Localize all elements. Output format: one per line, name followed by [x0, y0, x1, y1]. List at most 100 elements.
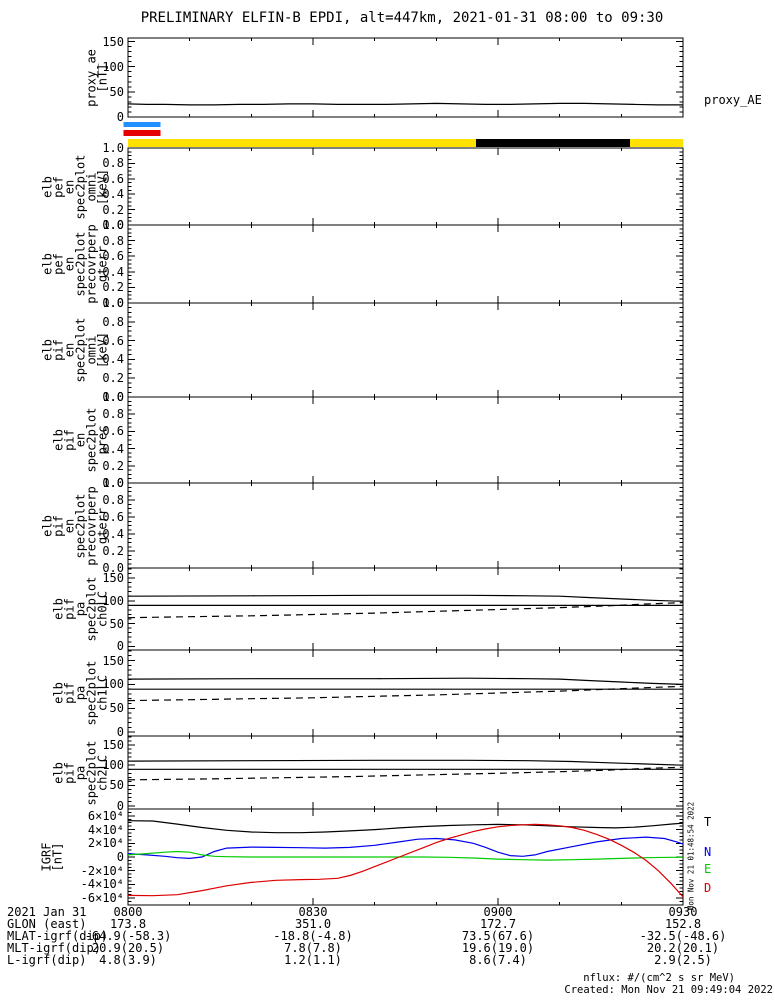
elb_pif_en_spec2plot_prec-ytick-label: 0.8	[102, 407, 124, 422]
var-table-value: 0930	[668, 905, 698, 919]
elb_pif_pa_spec2plot_ch2LC-ytick-label: 150	[102, 737, 124, 752]
var-table-value: 1.2(1.1)	[284, 953, 342, 967]
elb_pif_en_spec2plot_prec-ytick-label: 0.4	[102, 441, 124, 456]
elb_pef_en_spec2plot_omni-ylabel-line: [keV]	[95, 168, 110, 205]
igrf-ylabel-line: [nT]	[50, 842, 65, 872]
elb_pif_en_spec2plot_prec-ytick-label: 0.0	[102, 476, 124, 490]
proxy_ae-right-label: proxy_AE	[704, 92, 762, 107]
var-table-value: 152.8	[664, 917, 702, 931]
var-table-value: 4.8(3.9)	[99, 953, 157, 967]
elb_pif_pa_spec2plot_ch1LC-ytick-label: 150	[102, 653, 124, 668]
var-table-value: 172.7	[479, 917, 517, 931]
proxy_ae-ytick-label: 0	[116, 110, 124, 124]
elb_pif_pa_spec2plot_ch0LC-ytick-label: 50	[109, 616, 124, 631]
plot-title: PRELIMINARY ELFIN-B EPDI, alt=447km, 202…	[140, 10, 664, 26]
igrf-ytick-label: -4×10⁴	[80, 877, 124, 892]
elb_pif_pa_spec2plot_ch0LC-ytick-label: 100	[102, 593, 124, 608]
elb_pef_en_spec2plot_omni-ytick-label: 0.0	[102, 218, 124, 232]
elb_pif_en_spec2plot_precovrperp_gterr-ylabel-line: gterr	[95, 507, 110, 544]
created-timestamp: Created: Mon Nov 21 09:49:04 2022	[564, 984, 773, 996]
elb_pif_pa_spec2plot_ch2LC-ytick-label: 100	[102, 758, 124, 773]
elb_pif_pa_spec2plot_ch2LC-ylabel-line: ch2LC	[95, 754, 110, 791]
elb_pif_en_spec2plot_omni-ylabel-line: [keV]	[95, 331, 110, 369]
elb_pif_en_spec2plot_precovrperp_gterr-ytick-label: 1.0	[102, 476, 124, 490]
elb_pef_en_spec2plot_omni-ytick-label: 0.2	[102, 202, 124, 217]
elb_pif_en_spec2plot_prec-ytick-label: 1.0	[102, 390, 124, 404]
igrf-ytick-label: 4×10⁴	[87, 822, 124, 837]
var-table-value: -18.8(-4.8)	[273, 929, 353, 943]
quality-bar-black	[475, 139, 630, 147]
igrf-series-N	[127, 836, 684, 860]
elb_pif_pa_spec2plot_ch2LC-box	[127, 735, 684, 810]
elb_pef_en_spec2plot_precovrperp_gterr-ytick-label: 1.0	[102, 218, 124, 232]
elb_pif_pa_spec2plot_ch1LC-ytick-label: 50	[109, 701, 124, 716]
var-table-value: 351.0	[294, 917, 332, 931]
igrf-series-T	[127, 820, 684, 834]
elb_pif_en_spec2plot_omni-ytick-label: 0.2	[102, 371, 124, 386]
processing-timestamp-vertical: Mon Nov 21 01:48:54 2022	[686, 801, 696, 911]
elb_pif_en_spec2plot_prec-ytick-label: 0.6	[102, 424, 124, 439]
elb_pef_en_spec2plot_precovrperp_gterr-ylabel-line: gterr	[95, 245, 110, 283]
elb_pif_pa_spec2plot_ch0LC-ytick-label: 0	[116, 639, 124, 654]
var-table-value: 0900	[483, 905, 513, 919]
var-table-value: -64.9(-58.3)	[84, 929, 172, 943]
var-table-value: -32.5(-48.6)	[639, 929, 727, 943]
igrf-ytick-label: -6×10⁴	[80, 891, 124, 906]
var-table-value: 20.2(20.1)	[646, 941, 720, 955]
elb_pif_pa_spec2plot_ch1LC-ytick-label: 100	[102, 677, 124, 692]
var-table-row-label: 2021 Jan 31	[7, 905, 87, 919]
elb_pef_en_spec2plot_precovrperp_gterr-ytick-label: 0.6	[102, 249, 124, 264]
elb_pif_en_spec2plot_omni-box	[127, 302, 684, 398]
elb_pif_en_spec2plot_precovrperp_gterr-ytick-label: 0.0	[102, 561, 124, 575]
elb_pif_pa_spec2plot_ch1LC-ylabel-line: ch1LC	[95, 674, 110, 712]
elb_pif_pa_spec2plot_ch1LC-box	[127, 649, 684, 737]
quality-bar-blue	[123, 122, 161, 127]
igrf-ytick-label: 2×10⁴	[87, 836, 124, 851]
elb_pif_en_spec2plot_omni-ytick-label: 0.0	[102, 390, 124, 404]
elb_pef_en_spec2plot_omni-ytick-label: 0.4	[102, 187, 124, 202]
var-table-value: 20.9(20.5)	[91, 941, 165, 955]
proxy_ae-ytick-label: 150	[102, 34, 124, 49]
elb_pef_en_spec2plot_omni-ytick-label: 1.0	[102, 141, 124, 155]
var-table-row-label: MLT-igrf(dip)	[7, 941, 101, 955]
proxy_ae-box	[127, 37, 684, 118]
proxy_ae-ytick-label: 50	[109, 84, 124, 99]
igrf-right-label: T	[704, 815, 712, 830]
elb_pif_en_spec2plot_prec-ytick-label: 0.2	[102, 458, 124, 473]
elb_pif_pa_spec2plot_ch1LC-ytick-label: 0	[116, 725, 124, 740]
elb_pif_pa_spec2plot_ch0LC-series-anti-loss-cone	[127, 602, 684, 619]
elb_pif_en_spec2plot_precovrperp_gterr-box	[127, 482, 684, 569]
elb_pif_en_spec2plot_precovrperp_gterr-ytick-label: 0.4	[102, 527, 124, 541]
var-table-row-label: GLON (east)	[7, 917, 87, 931]
elb_pif_pa_spec2plot_ch2LC-series-loss-cone	[127, 759, 684, 766]
elb_pif_en_spec2plot_precovrperp_gterr-ytick-label: 0.6	[102, 510, 124, 524]
var-table-value: 2.9(2.5)	[654, 953, 712, 967]
elb_pif_en_spec2plot_prec-ylabel-line: prec	[95, 425, 110, 455]
nflux-units-note: nflux: #/(cm^2 s sr MeV)	[583, 972, 735, 984]
elb_pif_pa_spec2plot_ch2LC-series-anti-loss-cone	[127, 766, 684, 781]
elb_pif_pa_spec2plot_ch1LC-series-anti-loss-cone	[127, 685, 684, 702]
elb_pef_en_spec2plot_omni-ytick-label: 0.8	[102, 156, 124, 171]
elb_pif_en_spec2plot_omni-ytick-label: 1.0	[102, 296, 124, 310]
igrf-right-label: D	[704, 880, 712, 895]
elb_pif_en_spec2plot_omni-ytick-label: 0.8	[102, 314, 124, 329]
elb_pif_pa_spec2plot_ch2LC-ytick-label: 50	[109, 778, 124, 793]
proxy_ae-ylabel-line: [nT]	[95, 63, 110, 92]
var-table-value: 19.6(19.0)	[461, 941, 535, 955]
elb_pif_en_spec2plot_precovrperp_gterr-ytick-label: 0.8	[102, 493, 124, 507]
proxy_ae-ytick-label: 100	[102, 59, 124, 74]
elb_pif_en_spec2plot_omni-ytick-label: 0.6	[102, 333, 124, 348]
elb_pif_pa_spec2plot_ch2LC-ytick-label: 0	[116, 798, 124, 813]
elb_pif_pa_spec2plot_ch0LC-ytick-label: 150	[102, 571, 124, 586]
elb_pif_en_spec2plot_omni-ytick-label: 0.4	[102, 352, 124, 367]
igrf-series-E	[127, 850, 683, 861]
igrf-right-label: N	[704, 845, 712, 860]
proxy_ae-series-proxy_ae	[127, 102, 683, 106]
igrf-ytick-label: 0	[116, 850, 124, 864]
elb_pif_pa_spec2plot_ch0LC-series-loss-cone	[127, 594, 684, 602]
var-table-value: 73.5(67.6)	[461, 929, 535, 943]
elb_pef_en_spec2plot_omni-ytick-label: 0.6	[102, 171, 124, 186]
var-table-value: 173.8	[109, 917, 147, 931]
